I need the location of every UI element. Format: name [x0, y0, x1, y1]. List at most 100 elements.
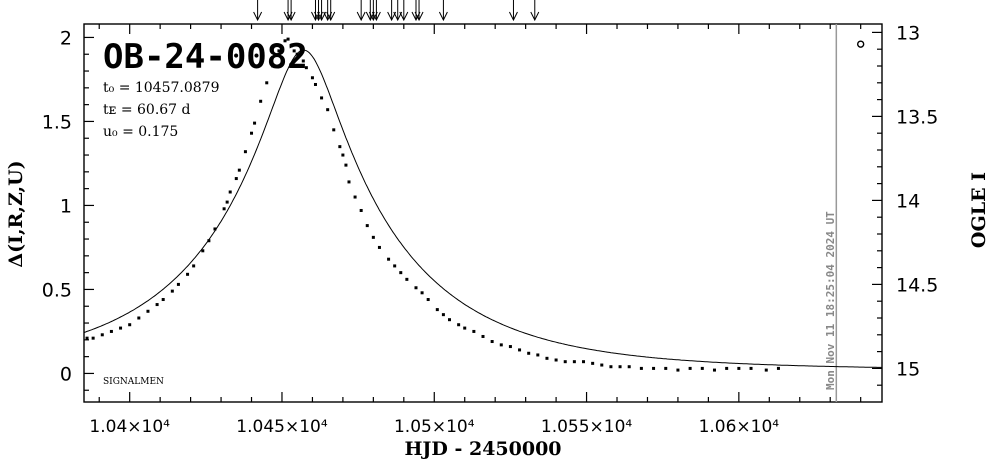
- x-tick-label: 1.04×10⁴: [89, 417, 170, 437]
- data-point: [304, 66, 308, 70]
- data-point: [545, 356, 549, 360]
- data-point: [563, 360, 567, 364]
- data-point: [119, 326, 123, 330]
- obs-arrow-head: [438, 11, 448, 22]
- model-curve: [83, 49, 882, 368]
- data-point: [712, 368, 716, 372]
- data-point: [371, 235, 375, 239]
- obs-arrow-head: [286, 11, 296, 22]
- data-point: [225, 200, 229, 204]
- data-point: [301, 59, 305, 63]
- data-point: [700, 366, 704, 370]
- data-point: [676, 368, 680, 372]
- data-point: [554, 358, 558, 362]
- data-point: [277, 49, 281, 53]
- param-te: tᴇ = 60.67 d: [103, 102, 191, 118]
- data-point: [109, 329, 113, 333]
- data-point: [518, 348, 522, 352]
- y2-tick-label: 15: [896, 358, 920, 380]
- chart-title: OB-24-0082: [103, 37, 308, 77]
- data-point: [155, 303, 159, 307]
- data-point: [377, 245, 381, 249]
- obs-arrow-head: [414, 11, 424, 22]
- signalmen-tag: SIGNALMEN: [103, 377, 164, 387]
- obs-arrow-head: [509, 11, 518, 22]
- data-point: [447, 318, 451, 322]
- data-point: [161, 298, 165, 302]
- data-point: [441, 313, 445, 317]
- obs-arrow-head: [253, 11, 263, 22]
- obs-arrow-head: [530, 11, 540, 22]
- data-point: [463, 326, 467, 330]
- data-point: [344, 163, 348, 167]
- data-point: [490, 340, 494, 344]
- data-point: [737, 366, 741, 370]
- data-point: [237, 168, 241, 172]
- outlier-point: [856, 40, 865, 48]
- obs-arrow-head: [326, 11, 336, 22]
- data-point: [627, 365, 631, 369]
- data-point: [192, 264, 196, 268]
- data-point: [176, 282, 180, 286]
- data-point: [405, 277, 409, 281]
- data-point: [332, 128, 336, 132]
- x-tick-label: 1.05×10⁴: [394, 417, 475, 437]
- data-point: [582, 360, 586, 364]
- data-point: [265, 81, 269, 85]
- data-point: [457, 323, 461, 327]
- tick-labels: 1.04×10⁴ 1.045×10⁴ 1.05×10⁴ 1.055×10⁴ 1.06×1…: [42, 22, 939, 437]
- data-point: [250, 131, 254, 135]
- data-point: [85, 336, 89, 340]
- data-point: [222, 207, 226, 211]
- data-point: [326, 108, 330, 112]
- data-point: [137, 316, 141, 320]
- x-axis-label: HJD - 2450000: [404, 438, 561, 459]
- data-point: [725, 366, 729, 370]
- data-point: [170, 289, 174, 293]
- obs-arrow-head: [393, 11, 403, 22]
- data-point: [414, 286, 418, 290]
- data-point: [600, 363, 604, 367]
- data-point: [420, 291, 424, 295]
- y-tick-label: 1.5: [42, 111, 72, 133]
- y-tick-label: 1: [60, 195, 72, 217]
- data-point: [146, 309, 150, 313]
- data-point: [481, 334, 485, 338]
- data-point: [341, 153, 345, 157]
- data-point: [243, 150, 247, 154]
- data-point: [527, 351, 531, 355]
- obs-arrow-head: [371, 11, 381, 22]
- obs-arrow-head: [356, 11, 366, 22]
- data-point: [234, 177, 238, 181]
- timestamp-label: Mon Nov 11 18:25:04 2024 UT: [824, 211, 837, 390]
- y2-axis-label: OGLE I: [968, 172, 986, 248]
- data-point: [271, 64, 275, 68]
- obs-arrow-head: [317, 11, 327, 22]
- observation-arrows: [253, 0, 540, 22]
- data-point: [764, 368, 768, 372]
- y2-tick-label: 14.5: [896, 274, 938, 296]
- data-point: [618, 365, 622, 369]
- data-point: [295, 52, 299, 56]
- y2-tick-label: 13: [896, 22, 920, 44]
- data-point: [499, 343, 503, 347]
- param-u0: u₀ = 0.175: [103, 124, 178, 140]
- data-point: [359, 208, 363, 212]
- data-point: [749, 366, 753, 370]
- data-point: [313, 82, 317, 86]
- x-tick-label: 1.06×10⁴: [699, 417, 780, 437]
- data-point: [399, 271, 403, 275]
- data-point: [508, 345, 512, 349]
- data-point: [609, 365, 613, 369]
- data-point: [365, 224, 369, 228]
- data-point: [338, 145, 342, 149]
- data-point: [201, 249, 205, 253]
- data-point: [776, 366, 780, 370]
- x-tick-label: 1.045×10⁴: [236, 417, 328, 437]
- data-point: [91, 336, 95, 340]
- data-points: [85, 37, 780, 372]
- x-tick-label: 1.055×10⁴: [541, 417, 633, 437]
- data-point: [213, 227, 217, 231]
- data-point: [100, 333, 104, 337]
